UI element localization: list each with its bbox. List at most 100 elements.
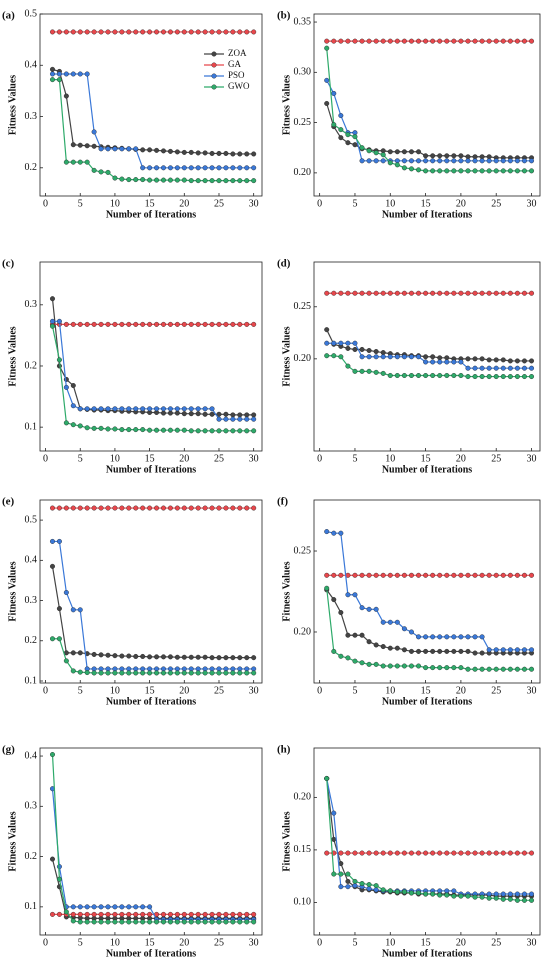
data-point (77, 321, 83, 327)
data-point (237, 670, 243, 676)
data-point (465, 365, 471, 371)
data-point (451, 153, 457, 159)
data-point (324, 340, 330, 346)
data-point (338, 884, 344, 890)
data-point (70, 607, 76, 613)
data-point (394, 619, 400, 625)
panel-label: (h) (277, 744, 291, 756)
data-point (188, 654, 194, 660)
series-line (52, 320, 254, 420)
x-tick-label: 5 (352, 198, 357, 209)
data-point (70, 71, 76, 77)
data-point (444, 665, 450, 671)
data-point (63, 71, 69, 77)
data-point (230, 919, 236, 925)
data-point (140, 165, 146, 171)
data-point (49, 636, 55, 642)
data-point (70, 911, 76, 917)
data-point (331, 290, 337, 296)
data-point (147, 29, 153, 35)
data-point (209, 150, 215, 156)
x-tick-label: 25 (214, 453, 224, 464)
data-point (230, 151, 236, 157)
data-point (380, 619, 386, 625)
data-point (223, 29, 229, 35)
data-point (493, 290, 499, 296)
data-point (352, 134, 358, 140)
x-tick-label: 0 (317, 198, 322, 209)
data-point (529, 158, 535, 164)
data-point (209, 178, 215, 184)
data-point (195, 411, 201, 417)
data-point (167, 911, 173, 917)
data-point (500, 891, 506, 897)
data-point (223, 655, 229, 661)
data-point (458, 893, 464, 899)
data-point (237, 178, 243, 184)
data-point (444, 38, 450, 44)
data-point (338, 340, 344, 346)
data-point (416, 634, 422, 640)
data-point (251, 670, 257, 676)
data-point (216, 29, 222, 35)
data-point (63, 505, 69, 511)
data-point (167, 406, 173, 412)
data-point (345, 345, 351, 351)
data-point (359, 145, 365, 151)
data-point (181, 670, 187, 676)
data-point (174, 321, 180, 327)
data-point (223, 911, 229, 917)
data-point (359, 881, 365, 887)
data-point (133, 911, 139, 917)
data-point (338, 135, 344, 141)
legend-marker (211, 84, 217, 90)
data-point (338, 653, 344, 659)
data-point (126, 406, 132, 412)
data-point (394, 149, 400, 155)
data-point (154, 654, 160, 660)
data-point (230, 412, 236, 418)
data-point (56, 505, 62, 511)
series-line (51, 754, 254, 923)
x-tick-label: 0 (317, 685, 322, 696)
data-point (458, 648, 464, 654)
data-point (479, 572, 485, 578)
data-point (373, 883, 379, 889)
x-axis-label: Number of Iterations (382, 696, 472, 707)
data-point (486, 647, 492, 653)
x-tick-label: 20 (179, 198, 189, 209)
data-point (112, 29, 118, 35)
data-point (112, 406, 118, 412)
data-point (387, 38, 393, 44)
data-point (195, 505, 201, 511)
x-axis-label: Number of Iterations (106, 696, 196, 707)
data-point (49, 71, 55, 77)
data-point (401, 158, 407, 164)
data-point (437, 665, 443, 671)
data-point (98, 904, 104, 910)
y-tick-label: 0.20 (294, 626, 312, 637)
data-point (500, 365, 506, 371)
data-point (112, 426, 118, 432)
data-point (160, 427, 166, 433)
data-point (105, 919, 111, 925)
data-point (373, 850, 379, 856)
data-point (126, 904, 132, 910)
data-point (324, 572, 330, 578)
data-point (77, 911, 83, 917)
data-point (160, 919, 166, 925)
legend-label: PSO (228, 70, 245, 80)
data-point (119, 406, 125, 412)
data-point (244, 428, 250, 434)
data-point (345, 850, 351, 856)
data-point (479, 38, 485, 44)
data-point (507, 365, 513, 371)
data-point (126, 29, 132, 35)
data-point (223, 505, 229, 511)
data-point (160, 505, 166, 511)
data-point (401, 663, 407, 669)
data-point (105, 911, 111, 917)
series-line (326, 530, 532, 651)
x-tick-label: 30 (249, 198, 259, 209)
data-point (251, 919, 257, 925)
